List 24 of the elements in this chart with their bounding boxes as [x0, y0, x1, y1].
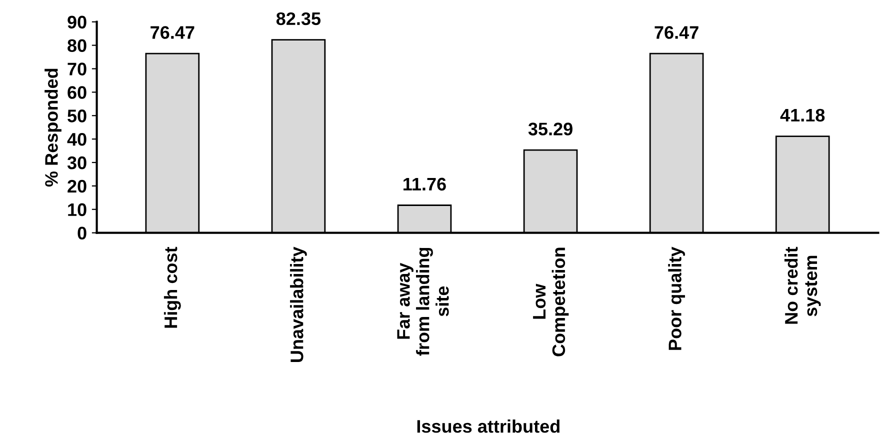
x-tick-label: Poor quality	[668, 246, 685, 350]
x-tick-label: Unavailability	[290, 246, 307, 362]
data-label: 41.18	[780, 108, 825, 122]
y-axis-title: % Responded	[44, 68, 62, 187]
y-tick-label: 60	[68, 86, 86, 99]
data-label: 82.35	[276, 12, 321, 26]
data-label: 11.76	[404, 178, 446, 191]
y-tick-label: 80	[68, 39, 86, 52]
data-label: 76.47	[654, 26, 698, 39]
y-tick-label: 50	[68, 110, 86, 122]
data-label: 76.47	[150, 26, 194, 39]
y-tick-label: 30	[67, 156, 86, 170]
x-tick-label: High cost	[164, 246, 181, 328]
x-axis-title: Issues attributed	[417, 420, 560, 433]
x-tick-label: Far away from landing site	[397, 248, 449, 356]
y-tick-label: 40	[67, 132, 86, 146]
y-tick-label: 20	[68, 180, 86, 193]
x-tick-label: Low Competetion	[533, 248, 569, 356]
y-tick-label: 0	[78, 226, 86, 240]
y-tick-label: 70	[68, 62, 86, 76]
data-label: 35.29	[528, 122, 572, 136]
x-tick-label: No credit system	[784, 246, 821, 324]
y-tick-label: 10	[68, 203, 86, 216]
y-tick-label: 90	[68, 16, 86, 29]
